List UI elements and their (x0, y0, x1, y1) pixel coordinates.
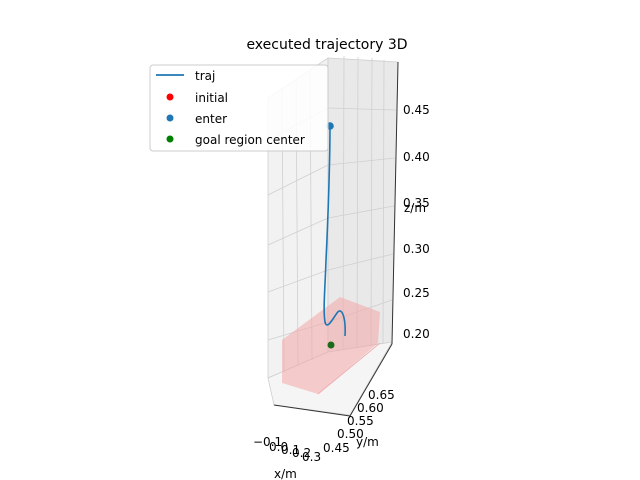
z-tick-label: 0.25 (403, 286, 430, 300)
y-tick-label: 0.45 (323, 441, 350, 455)
y-tick-labels: 0.45 0.50 0.55 0.60 0.65 (323, 388, 395, 455)
z-axis-line (391, 61, 399, 345)
x-tick-label: 0.0 (269, 440, 288, 454)
x-axis-label: x/m (274, 467, 297, 480)
z-axis-label: z/m (404, 201, 426, 215)
y-tick-label: 0.50 (337, 427, 364, 441)
legend-label-initial: initial (195, 91, 228, 105)
y-axis-line (349, 343, 393, 417)
z-tick-label: 0.20 (403, 327, 430, 341)
z-tick-label: 0.45 (403, 103, 430, 117)
legend-initial-swatch (166, 93, 174, 101)
legend: traj initial enter goal region center (149, 64, 329, 152)
legend-goal-swatch (166, 135, 174, 143)
chart-title: executed trajectory 3D (246, 37, 407, 53)
x-tick-label: 0.1 (281, 443, 300, 457)
x-axis-line (273, 404, 351, 417)
legend-enter-swatch (166, 114, 174, 122)
x-tick-labels: −0.1 0.0 0.1 0.2 0.3 (253, 435, 321, 464)
z-tick-labels: 0.20 0.25 0.30 0.35 0.40 0.45 (403, 103, 430, 341)
goal-region-edge (317, 342, 381, 395)
y-tick-label: 0.55 (347, 414, 374, 428)
legend-label-traj: traj (195, 69, 215, 83)
y-axis-label: y/m (356, 435, 379, 449)
z-tick-label: 0.35 (403, 196, 430, 210)
x-tick-label: 0.2 (292, 446, 311, 460)
legend-label-enter: enter (195, 112, 227, 126)
y-tick-label: 0.65 (368, 388, 395, 402)
legend-box (149, 64, 329, 152)
z-tick-label: 0.30 (403, 242, 430, 256)
z-tick-label: 0.40 (403, 150, 430, 164)
x-tick-label: −0.1 (253, 435, 282, 449)
legend-label-goal-region-center: goal region center (195, 133, 305, 147)
x-tick-label: 0.3 (302, 450, 321, 464)
goal-region-center-point (327, 341, 335, 349)
y-tick-label: 0.60 (357, 401, 384, 415)
traj-line (323, 125, 346, 337)
